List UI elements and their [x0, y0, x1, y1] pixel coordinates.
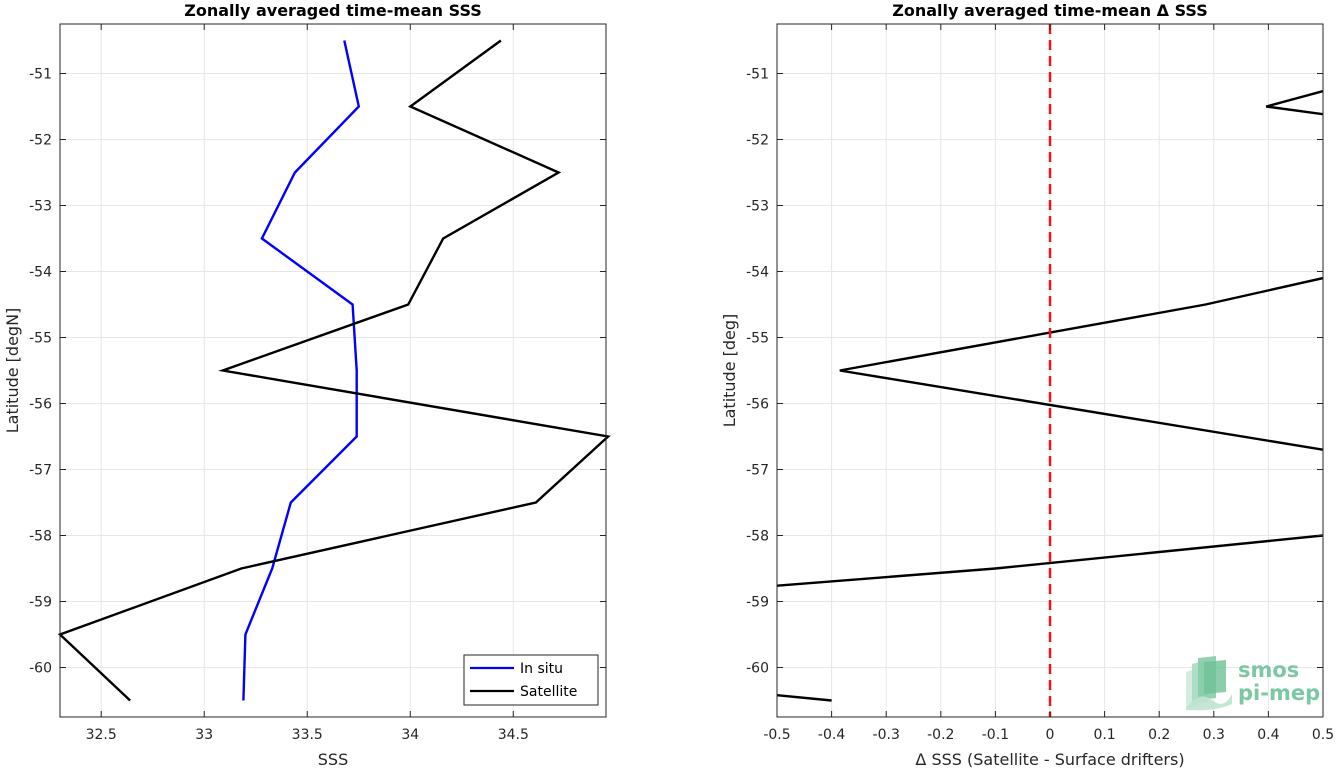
series-line-satellite: [57, 39, 611, 702]
x-tick-label: 0.3: [1203, 727, 1225, 743]
x-tick-label: 0.2: [1148, 727, 1170, 743]
y-tick-label: -59: [746, 595, 769, 611]
y-tick-label: -56: [29, 397, 52, 413]
x-tick-label: 34.5: [498, 727, 529, 743]
smos-pi-mep-logo: smos pi-mep: [1186, 656, 1320, 711]
series-line-0: [1265, 89, 1323, 116]
x-tick-label: -0.2: [927, 727, 954, 743]
y-tick-label: -58: [29, 529, 52, 545]
y-tick-label: -60: [29, 661, 52, 677]
logo-text-pi-mep: pi-mep: [1238, 681, 1320, 705]
sss-chart-title: Zonally averaged time-mean SSS: [184, 1, 482, 20]
y-tick-label: -52: [746, 133, 769, 149]
sss-x-axis-label: SSS: [318, 750, 348, 769]
x-tick-label: -0.1: [982, 727, 1009, 743]
x-tick-label: -0.5: [763, 727, 790, 743]
logo-text-smos: smos: [1238, 658, 1299, 682]
delta-sss-panel: -0.5 -0.4 -0.3 -0.2 -0.1 0 0.1 0.2 0.3 0.4 0.5 -51 -…: [720, 1, 1334, 769]
x-tick-label: 34: [401, 727, 419, 743]
y-tick-label: -53: [29, 199, 52, 215]
legend: In situ Satellite: [463, 654, 599, 706]
legend-box: [463, 654, 599, 706]
y-tick-label: -54: [29, 265, 52, 281]
y-tick-label: -57: [746, 463, 769, 479]
series-line-3: [777, 694, 832, 702]
y-tick-label: -55: [29, 331, 52, 347]
y-tick-label: -51: [746, 67, 769, 83]
y-tick-label: -58: [746, 529, 769, 545]
y-tick-label: -54: [746, 265, 769, 281]
series-line-in-situ: [242, 40, 361, 701]
delta-sss-chart-title: Zonally averaged time-mean Δ SSS: [892, 1, 1208, 20]
sss-grid: [60, 24, 606, 717]
y-tick-label: -60: [746, 661, 769, 677]
y-tick-label: -59: [29, 595, 52, 611]
x-tick-label: 0: [1046, 727, 1055, 743]
logo-wave-icon: [1186, 656, 1232, 711]
x-tick-label: 32.5: [86, 727, 117, 743]
y-tick-label: -57: [29, 463, 52, 479]
sss-plot-area: [60, 24, 606, 717]
sss-axes-box: [59, 23, 607, 718]
sss-y-axis-label: Latitude [degN]: [3, 308, 22, 434]
x-tick-label: 0.1: [1093, 727, 1115, 743]
x-tick-label: 0.5: [1312, 727, 1334, 743]
y-tick-label: -53: [746, 199, 769, 215]
series-line-2: [777, 534, 1323, 587]
sss-panel: 32.5 33 33.5 34 34.5 -51 -52 -53 -54 -55 -56 -57 -58…: [3, 1, 611, 769]
delta-sss-ticks: -0.5 -0.4 -0.3 -0.2 -0.1 0 0.1 0.2 0.3 0.4 0.5 -51 -…: [746, 24, 1334, 743]
legend-label-in-situ: In situ: [520, 661, 563, 677]
y-tick-label: -51: [29, 67, 52, 83]
delta-sss-x-axis-label: Δ SSS (Satellite - Surface drifters): [915, 750, 1184, 769]
delta-sss-y-axis-label: Latitude [deg]: [720, 314, 739, 428]
y-tick-label: -56: [746, 397, 769, 413]
x-tick-label: -0.3: [873, 727, 900, 743]
x-tick-label: 0.4: [1257, 727, 1279, 743]
series-line-1: [839, 276, 1323, 451]
delta-sss-series: [777, 89, 1323, 702]
y-tick-label: -52: [29, 133, 52, 149]
x-tick-label: 33: [195, 727, 213, 743]
y-tick-label: -55: [746, 331, 769, 347]
sss-series: [57, 39, 611, 702]
sss-ticks: 32.5 33 33.5 34 34.5 -51 -52 -53 -54 -55 -56 -57 -58…: [29, 24, 606, 743]
legend-label-satellite: Satellite: [520, 684, 577, 700]
x-tick-label: -0.4: [818, 727, 845, 743]
x-tick-label: 33.5: [292, 727, 323, 743]
